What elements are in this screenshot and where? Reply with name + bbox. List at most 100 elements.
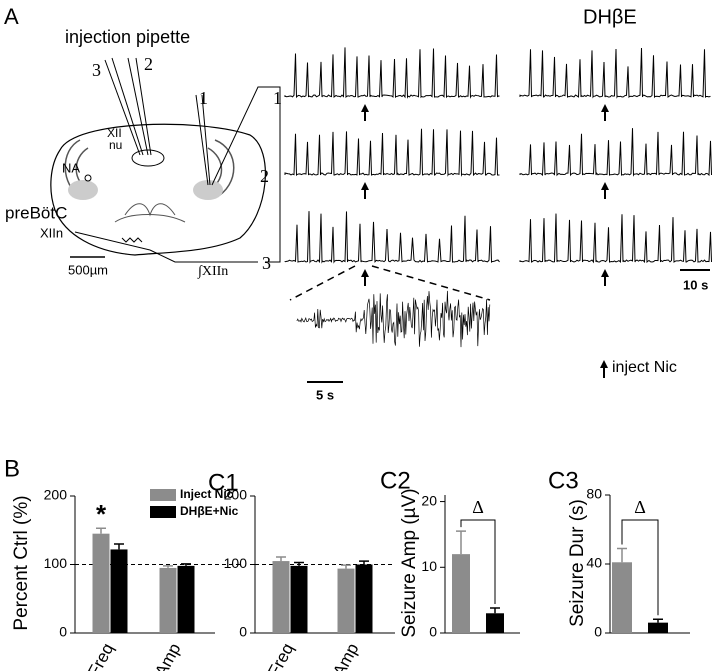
trace-label: 2 (260, 166, 269, 186)
legend-swatch (150, 489, 176, 501)
na-label: NA (62, 160, 80, 175)
bar (452, 554, 470, 633)
error-bar (294, 561, 304, 566)
nucleus-label: nu (109, 138, 122, 152)
arrow-head (601, 269, 609, 277)
pipette-number: 3 (92, 60, 101, 80)
raw-trace (296, 290, 491, 348)
x-tick-label: Freq (264, 640, 297, 671)
drug-label: DHβE (583, 6, 637, 28)
error-bar (181, 563, 191, 566)
y-tick-label: 0 (429, 624, 437, 640)
legend-swatch (150, 506, 176, 518)
pipette-1 (195, 94, 209, 186)
y-tick-label: 0 (594, 624, 602, 640)
error-bar (617, 547, 627, 563)
bar (486, 613, 504, 633)
annotation: Δ (634, 497, 646, 517)
zoom-line (289, 265, 356, 301)
y-axis-label: Percent Ctrl (%) (11, 495, 32, 630)
trace (284, 211, 500, 264)
error-bar (653, 618, 663, 623)
y-tick-label: 100 (44, 555, 68, 571)
electrode (121, 237, 143, 243)
error-bar (96, 527, 106, 534)
trace (284, 47, 500, 99)
nucleus-label: XII (107, 126, 122, 140)
time-scale-label: 10 s (683, 277, 708, 292)
panel-label: C1 (208, 469, 239, 496)
legend-label: Inject Nic (180, 487, 234, 501)
pipette-1 (201, 94, 211, 186)
prebotc-right (193, 180, 223, 200)
bar (92, 533, 110, 633)
nerve (74, 231, 151, 251)
pipette-3 (104, 59, 141, 156)
prebotc-label: preBötC (5, 203, 67, 222)
trace (284, 128, 500, 177)
traces (284, 47, 712, 378)
bracket (211, 86, 281, 263)
error-bar (163, 565, 173, 568)
bar (290, 565, 308, 633)
arrow-head (601, 182, 609, 190)
annotation: * (96, 499, 107, 529)
integrated-label: ∫XIIn (197, 264, 228, 279)
bar (612, 562, 632, 633)
arrow-head (601, 104, 609, 112)
nerve-label: XIIn (40, 225, 63, 240)
zoom-scale-label: 5 s (316, 387, 334, 402)
x-tick-label: Amp (329, 640, 362, 671)
pipette-3 (111, 57, 144, 156)
bar (355, 564, 373, 633)
inferior-olive (114, 203, 186, 223)
lead (149, 249, 258, 263)
legend-label: DHβE+Nic (180, 504, 239, 518)
trace (519, 128, 712, 177)
error-bar (490, 607, 500, 614)
panel-a: A injection pipette 3 2 1 XII nu NA preB… (4, 4, 710, 402)
y-tick-label: 100 (224, 555, 248, 571)
pipette-2 (135, 57, 152, 156)
arrow-head (361, 182, 369, 190)
arrow-head (600, 360, 608, 368)
pipette-number: 1 (199, 88, 208, 108)
bar (159, 567, 177, 633)
y-axis-label: Seizure Amp (µV) (399, 488, 420, 637)
error-bar (359, 560, 369, 565)
annotation: Δ (472, 497, 484, 517)
panel-label: B (4, 455, 20, 482)
y-tick-label: 0 (59, 624, 67, 640)
na-mark (84, 174, 92, 182)
x-tick-label: Freq (84, 640, 117, 671)
pipette-number: 2 (144, 54, 153, 74)
trace-label: 3 (262, 253, 271, 273)
y-tick-label: 10 (421, 558, 437, 574)
trace-label: 1 (273, 88, 282, 108)
bar (648, 622, 668, 633)
panel-label: C3 (548, 467, 579, 494)
arrow-head (361, 269, 369, 277)
pipette-2 (127, 57, 149, 156)
x-tick-label: Amp (151, 640, 184, 671)
bar (272, 561, 290, 633)
error-bar (114, 543, 124, 550)
xii-nucleus (131, 149, 165, 167)
slice-outline (50, 123, 266, 256)
bracket (460, 519, 496, 605)
arrow-head (361, 104, 369, 112)
bar (337, 568, 355, 633)
bar (177, 565, 195, 633)
y-tick-label: 0 (239, 624, 247, 640)
y-axis-label: Seizure Dur (s) (567, 499, 588, 627)
trace (519, 48, 711, 99)
y-tick-label: 20 (421, 492, 437, 508)
scale-label: 500µm (68, 262, 108, 277)
zoom-line (371, 265, 491, 301)
bar (110, 549, 128, 633)
y-tick-label: 80 (586, 486, 602, 502)
y-tick-label: 200 (224, 487, 248, 503)
